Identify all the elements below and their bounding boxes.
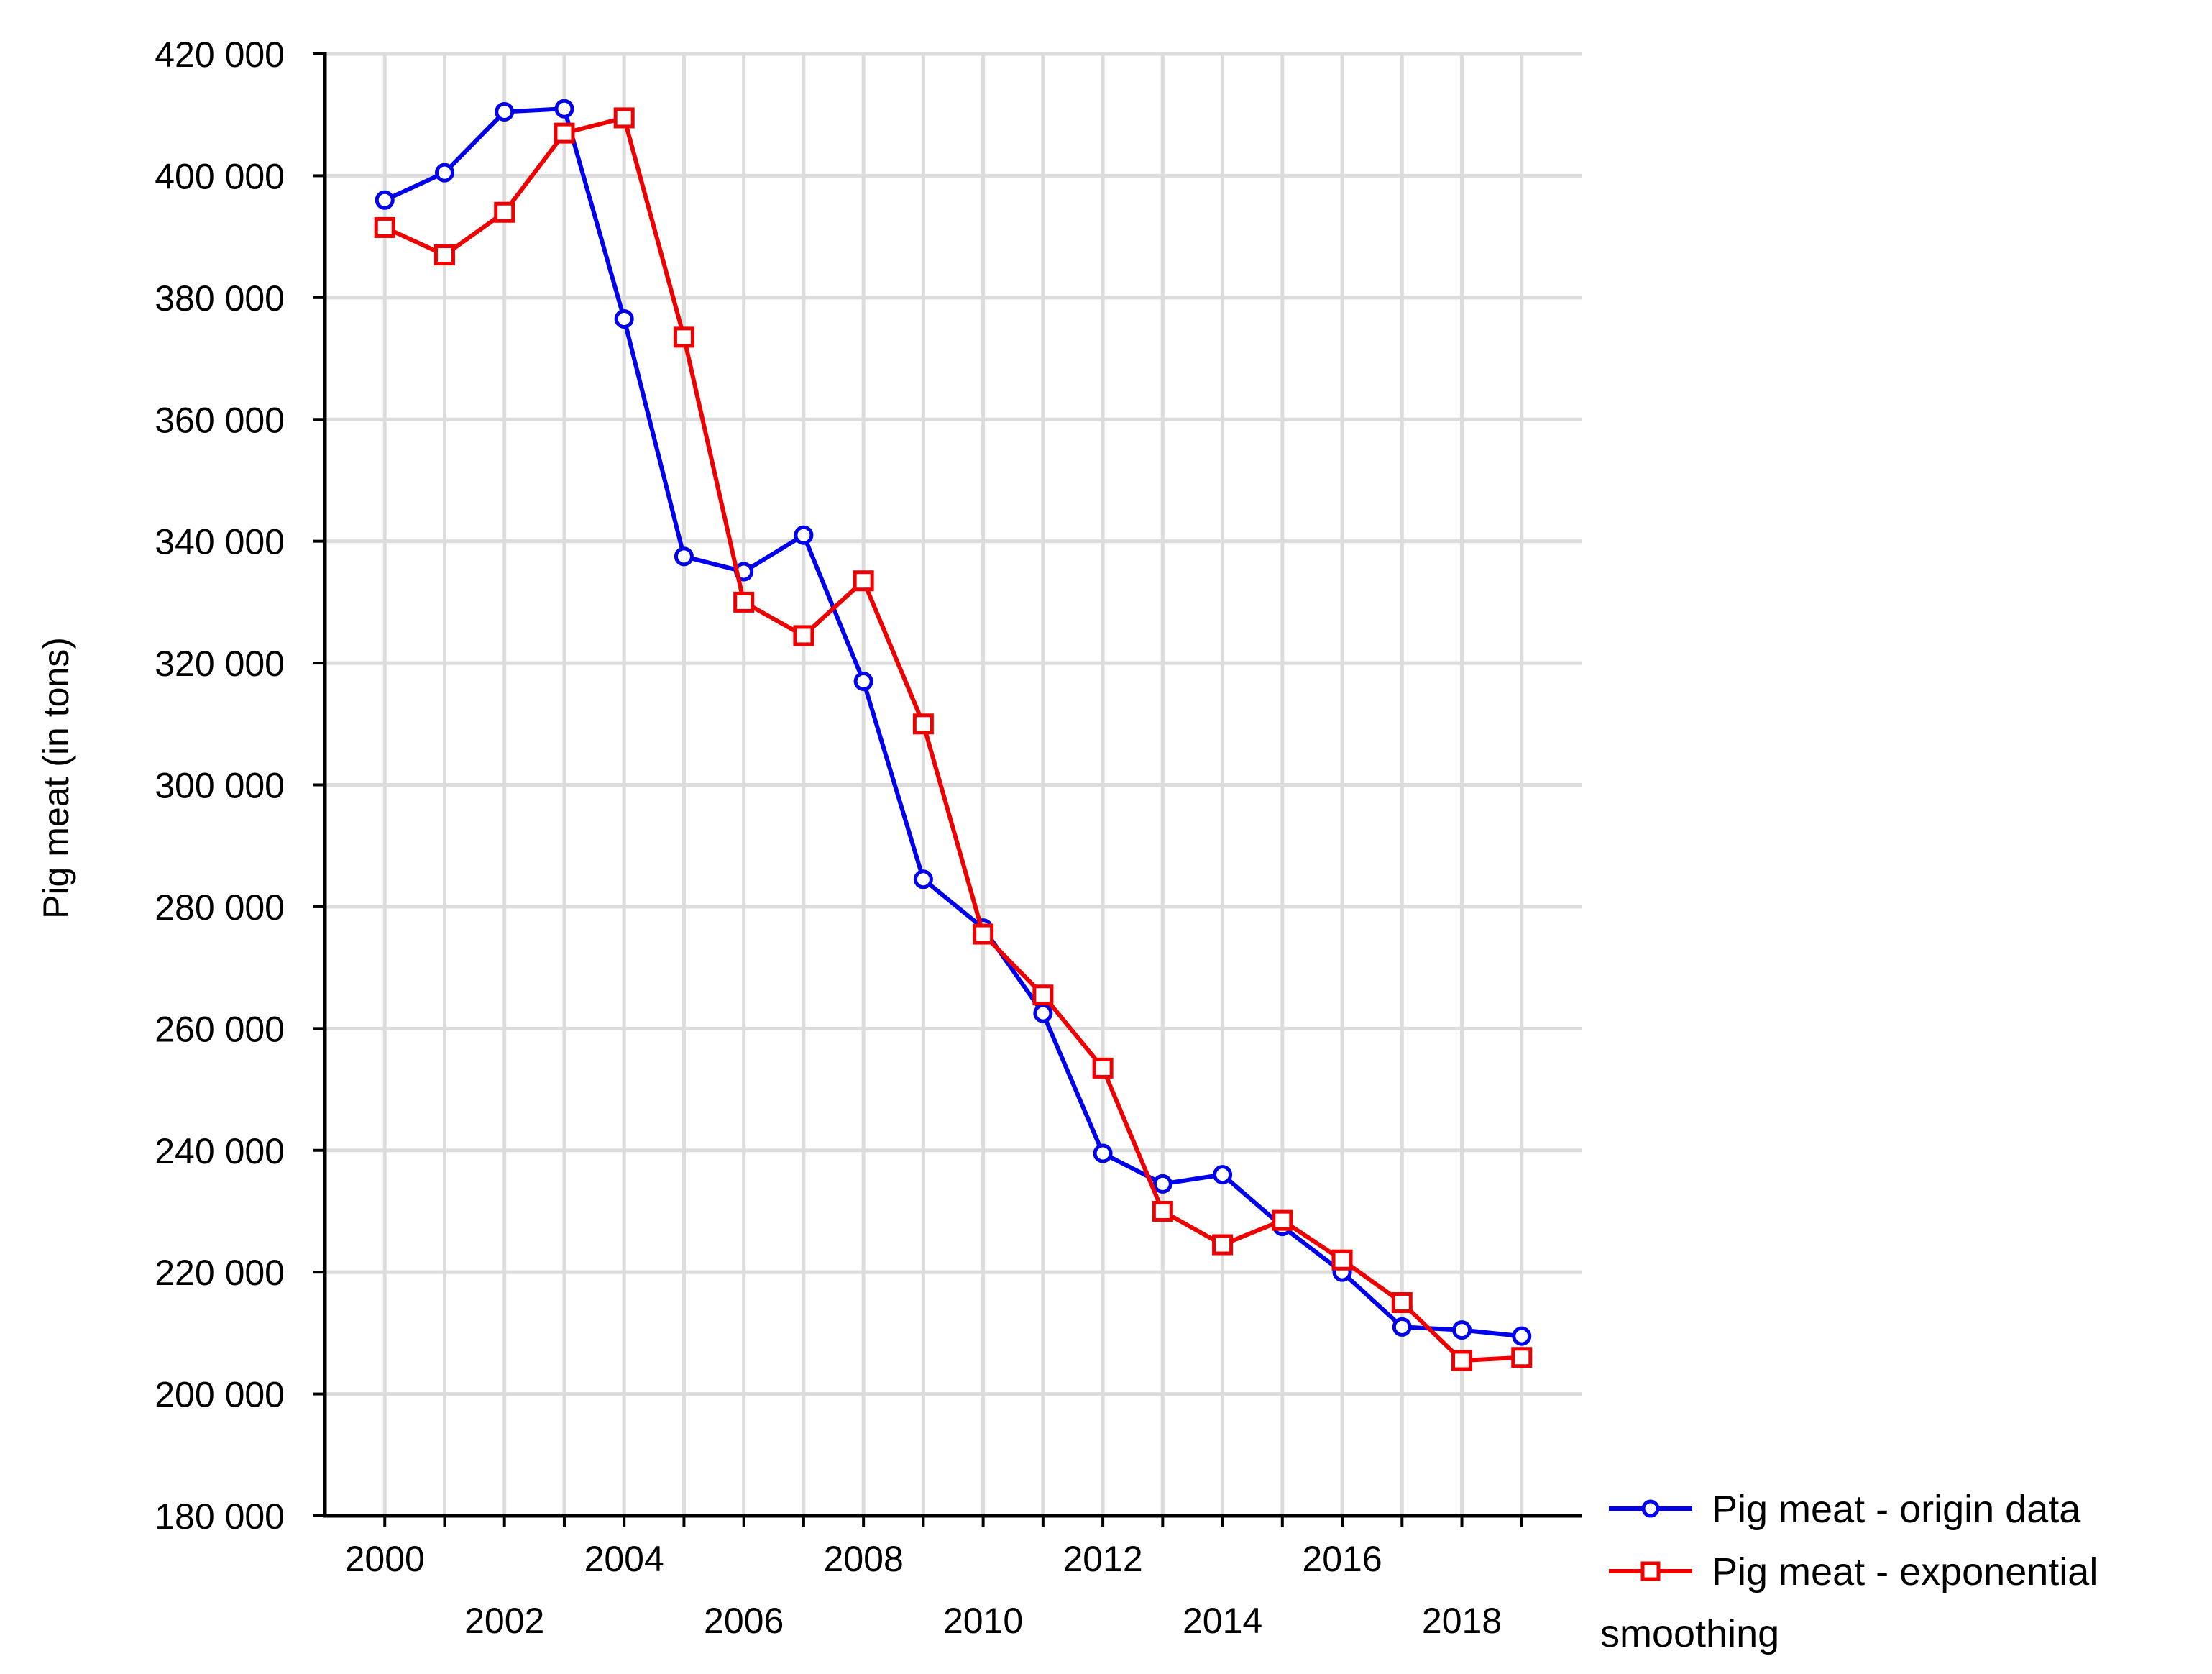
y-tick-label: 220 000 bbox=[155, 1253, 285, 1293]
y-tick-label: 240 000 bbox=[155, 1131, 285, 1171]
x-tick-label: 2000 bbox=[345, 1539, 425, 1579]
y-tick-label: 380 000 bbox=[155, 278, 285, 319]
legend-label-origin-data: Pig meat - origin data bbox=[1712, 1488, 2081, 1531]
data-point-square bbox=[973, 923, 994, 945]
data-point-square bbox=[1092, 1057, 1114, 1079]
data-point-circle bbox=[794, 525, 814, 545]
data-point-square bbox=[613, 107, 635, 129]
y-axis-title: Pig meat (in tons) bbox=[36, 637, 76, 919]
legend: Pig meat - origin data Pig meat - expone… bbox=[1600, 1488, 2098, 1655]
data-point-square bbox=[1152, 1200, 1173, 1222]
legend-label-exponential: Pig meat - exponential bbox=[1712, 1550, 2098, 1593]
data-point-circle bbox=[1213, 1165, 1233, 1185]
data-point-square bbox=[1212, 1234, 1234, 1256]
y-axis-ticks: 180 000 200 000 220 000 240 000 260 000 280 0… bbox=[155, 35, 325, 1537]
x-tick-label: 2008 bbox=[824, 1539, 904, 1579]
data-point-square bbox=[1331, 1249, 1353, 1271]
data-point-square bbox=[793, 625, 814, 646]
x-tick-label: 2016 bbox=[1302, 1539, 1382, 1579]
data-point-square bbox=[494, 201, 515, 223]
data-point-circle bbox=[853, 671, 873, 691]
legend-item-origin-data: Pig meat - origin data bbox=[1609, 1488, 2081, 1531]
y-tick-label: 300 000 bbox=[155, 766, 285, 806]
x-tick-label: 2012 bbox=[1063, 1539, 1142, 1579]
y-tick-label: 180 000 bbox=[155, 1496, 285, 1537]
data-point-circle bbox=[1152, 1174, 1172, 1194]
data-point-circle bbox=[913, 869, 933, 889]
y-tick-label: 200 000 bbox=[155, 1375, 285, 1415]
data-point-square bbox=[554, 122, 575, 144]
y-tick-label: 360 000 bbox=[155, 400, 285, 440]
data-point-circle bbox=[1033, 1003, 1053, 1023]
data-point-square bbox=[1511, 1347, 1533, 1368]
y-tick-label: 340 000 bbox=[155, 522, 285, 562]
data-point-square bbox=[733, 591, 755, 613]
data-point-circle bbox=[1093, 1143, 1113, 1163]
data-point-square bbox=[433, 244, 455, 266]
data-point-circle bbox=[554, 99, 574, 119]
data-point-circle bbox=[434, 163, 454, 183]
data-point-circle bbox=[495, 101, 515, 122]
series-exponential-smoothing bbox=[374, 107, 1533, 1371]
data-point-square bbox=[1451, 1350, 1473, 1371]
x-tick-label: 2014 bbox=[1183, 1601, 1262, 1641]
data-point-square bbox=[673, 326, 694, 348]
y-tick-label: 320 000 bbox=[155, 644, 285, 684]
x-axis-ticks: 2000 2002 2004 2006 2008 2010 2012 2014 2016 2018 bbox=[345, 1516, 1523, 1641]
x-tick-label: 2004 bbox=[584, 1539, 664, 1579]
y-tick-label: 260 000 bbox=[155, 1009, 285, 1049]
x-tick-label: 2018 bbox=[1422, 1601, 1502, 1641]
data-point-square bbox=[853, 570, 874, 592]
data-point-circle bbox=[614, 308, 634, 329]
data-point-square bbox=[1391, 1292, 1413, 1314]
data-series bbox=[374, 99, 1533, 1371]
legend-item-exponential-smoothing: Pig meat - exponential smoothing bbox=[1600, 1550, 2098, 1655]
data-point-square bbox=[912, 713, 934, 735]
x-tick-label: 2010 bbox=[943, 1601, 1023, 1641]
data-point-circle bbox=[1452, 1320, 1472, 1340]
data-point-square bbox=[1032, 984, 1054, 1006]
data-point-circle bbox=[375, 190, 395, 210]
x-tick-label: 2006 bbox=[704, 1601, 784, 1641]
y-tick-label: 400 000 bbox=[155, 156, 285, 196]
legend-square-marker-icon bbox=[1640, 1561, 1661, 1581]
y-tick-label: 280 000 bbox=[155, 887, 285, 928]
data-point-circle bbox=[1392, 1317, 1412, 1337]
x-tick-label: 2002 bbox=[464, 1601, 544, 1641]
legend-label-smoothing: smoothing bbox=[1600, 1612, 1779, 1655]
data-point-circle bbox=[674, 546, 694, 567]
data-point-square bbox=[374, 216, 395, 238]
data-point-square bbox=[1272, 1209, 1293, 1231]
legend-circle-marker-icon bbox=[1641, 1499, 1660, 1518]
y-tick-label: 420 000 bbox=[155, 35, 285, 75]
data-point-circle bbox=[1512, 1326, 1532, 1346]
